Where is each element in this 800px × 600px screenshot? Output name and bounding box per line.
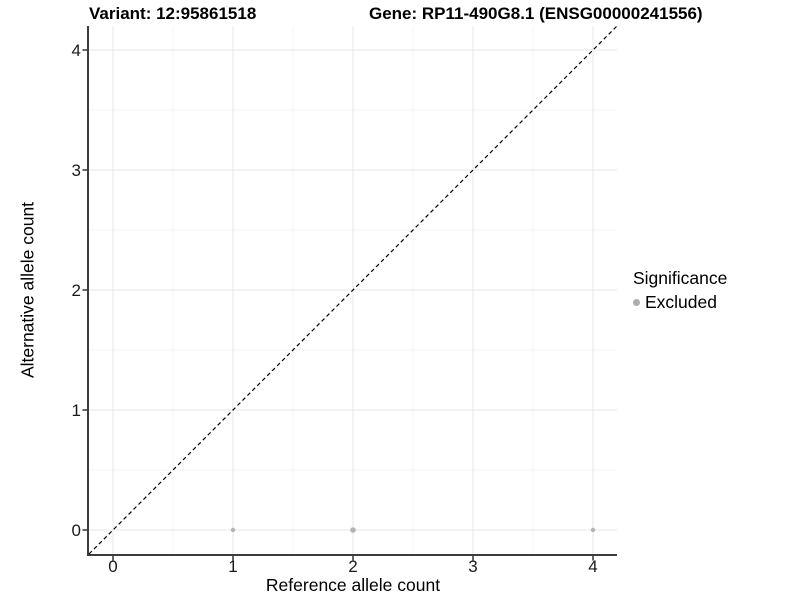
x-tick-label: 4 (588, 557, 597, 576)
legend-item-label: Excluded (645, 292, 717, 312)
x-tick-label: 0 (108, 557, 117, 576)
y-tick-label: 0 (72, 521, 81, 540)
x-axis-title: Reference allele count (265, 575, 441, 595)
x-tick-label: 2 (348, 557, 357, 576)
x-tick-label: 3 (468, 557, 477, 576)
y-tick-label: 1 (72, 401, 81, 420)
data-point (590, 527, 596, 533)
legend-item-excluded: Excluded (633, 292, 727, 313)
y-tick-label: 3 (72, 161, 81, 180)
legend: Significance Excluded (633, 268, 727, 313)
y-tick-label: 2 (72, 281, 81, 300)
identity-dashed-line (88, 25, 618, 555)
gene-title: Gene: RP11-490G8.1 (ENSG00000241556) (369, 4, 703, 23)
y-tick-label: 4 (72, 41, 81, 60)
variant-title: Variant: 12:95861518 (89, 4, 257, 23)
data-point (230, 527, 236, 533)
x-tick-label: 1 (228, 557, 237, 576)
legend-title: Significance (633, 268, 728, 288)
legend-point-icon (633, 299, 640, 306)
data-point (350, 527, 356, 533)
